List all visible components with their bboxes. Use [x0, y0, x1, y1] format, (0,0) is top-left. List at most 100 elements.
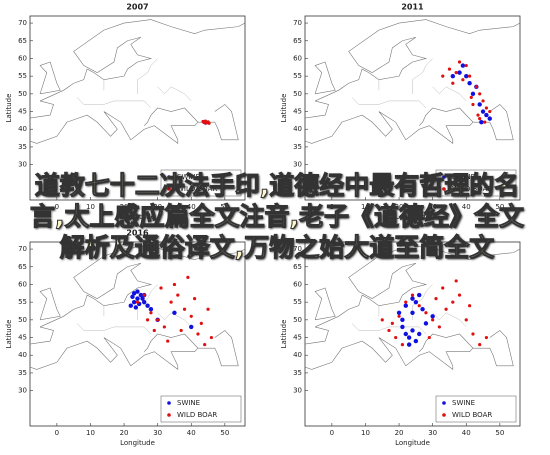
- data-point: [478, 92, 482, 96]
- data-point: [417, 331, 422, 337]
- border: [405, 326, 427, 335]
- data-point: [470, 91, 476, 97]
- legend-marker: [167, 401, 171, 405]
- legend-marker: [167, 187, 171, 191]
- data-point: [189, 314, 193, 318]
- data-point: [476, 113, 480, 117]
- legend-box: [435, 169, 517, 197]
- map-outline: [30, 245, 245, 370]
- data-point: [206, 307, 210, 311]
- legend-label: SWINE: [452, 399, 475, 407]
- coastline: [30, 107, 199, 144]
- data-point: [400, 317, 405, 323]
- data-point: [417, 292, 422, 298]
- coastline: [39, 245, 245, 328]
- border: [157, 312, 192, 328]
- x-tick-label: 0: [330, 429, 334, 437]
- data-point: [133, 305, 139, 310]
- x-tick-label: 30: [428, 203, 437, 211]
- coastline: [197, 330, 239, 367]
- data-point: [410, 296, 415, 301]
- y-axis-label: Latitude: [5, 94, 13, 123]
- data-point: [471, 102, 475, 107]
- y-tick-label: 50: [18, 90, 27, 98]
- data-point: [135, 300, 140, 304]
- data-point: [203, 343, 207, 347]
- overlay-caption: 道教七十二决法手印,道德经中最有哲理的名言,太上感应篇全文注音,老子《道德经》全…: [30, 171, 525, 263]
- data-point: [484, 335, 489, 340]
- y-tick-label: 65: [293, 37, 302, 45]
- data-point: [464, 318, 468, 322]
- data-point: [444, 307, 448, 311]
- data-point: [128, 303, 133, 308]
- data-point: [410, 328, 415, 333]
- data-point: [207, 121, 211, 125]
- data-point: [464, 73, 469, 79]
- data-point: [427, 335, 431, 340]
- data-point: [156, 318, 160, 322]
- x-axis-label: Longitude: [120, 213, 155, 221]
- x-tick-label: 50: [220, 203, 229, 211]
- legend-box: [435, 395, 517, 423]
- data-point: [468, 304, 472, 308]
- data-point: [454, 71, 458, 75]
- data-point: [193, 297, 197, 301]
- map-outline: [305, 19, 520, 144]
- legend-marker: [167, 175, 171, 179]
- legend-box: [160, 169, 242, 197]
- data-point: [201, 119, 205, 124]
- x-tick-label: 10: [361, 429, 370, 437]
- y-tick-label: 50: [293, 316, 302, 324]
- data-point: [172, 282, 177, 287]
- coastline: [197, 104, 239, 141]
- data-point: [488, 109, 492, 114]
- coastline: [39, 287, 61, 321]
- data-point: [471, 332, 475, 336]
- data-point: [478, 117, 482, 121]
- data-point: [145, 303, 150, 308]
- y-tick-label: 70: [18, 19, 27, 27]
- data-point: [477, 102, 482, 107]
- coastline: [39, 61, 61, 95]
- data-point: [176, 293, 180, 297]
- data-point: [478, 343, 482, 347]
- data-point: [483, 120, 487, 124]
- x-tick-label: 0: [55, 429, 59, 437]
- y-tick-label: 65: [293, 263, 302, 271]
- data-point: [487, 116, 492, 121]
- x-axis-label: Longitude: [395, 439, 430, 447]
- data-point: [140, 296, 145, 301]
- data-point: [131, 291, 137, 296]
- data-point: [468, 74, 472, 78]
- y-tick-label: 55: [18, 72, 27, 80]
- border: [157, 86, 192, 102]
- x-tick-label: 50: [220, 429, 229, 437]
- data-point: [479, 119, 484, 125]
- y-tick-label: 55: [18, 298, 27, 306]
- y-tick-label: 35: [18, 369, 27, 377]
- legend-label: WILD BOAR: [177, 411, 217, 419]
- x-tick-label: 40: [462, 203, 471, 211]
- x-tick-label: 10: [361, 203, 370, 211]
- data-point: [403, 331, 408, 337]
- data-point: [447, 67, 452, 71]
- legend-marker: [442, 401, 446, 405]
- data-point: [457, 60, 462, 64]
- data-point: [169, 300, 173, 304]
- legend-marker: [167, 413, 171, 417]
- x-tick-label: 20: [120, 429, 129, 437]
- data-point: [209, 335, 214, 340]
- points: [201, 119, 211, 125]
- data-point: [457, 293, 462, 297]
- data-point: [404, 300, 408, 304]
- border: [432, 312, 467, 328]
- legend-label: SWINE: [177, 173, 200, 181]
- y-tick-label: 60: [293, 54, 302, 62]
- map-panel: 2016 30 35 40 45 50 55 60 65 70 0 10 20 30 40 50 Longitu…: [5, 229, 246, 447]
- x-tick-label: 30: [428, 429, 437, 437]
- border: [137, 284, 158, 320]
- map-panel: 2011 30 35 40 45 50 55 60 65 70 0 10 20 30 40 50 Longitu…: [280, 3, 521, 221]
- data-point: [186, 275, 190, 279]
- y-tick-label: 30: [18, 161, 27, 169]
- points: [380, 279, 489, 347]
